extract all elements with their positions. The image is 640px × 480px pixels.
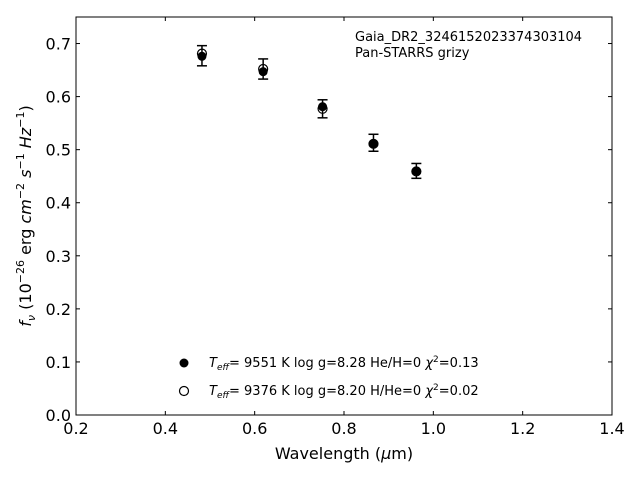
plot-area <box>75 16 613 416</box>
data-markers <box>196 44 422 180</box>
y-tick-label: 0.0 <box>46 406 71 425</box>
x-tick-label: 0.8 <box>331 419 356 438</box>
legend-marker-open <box>178 385 190 397</box>
model-point-filled <box>197 51 207 61</box>
model-point-open <box>368 138 379 149</box>
model-point-open <box>317 103 328 114</box>
x-tick-label: 0.2 <box>63 419 88 438</box>
y-tick-label: 0.5 <box>46 141 71 160</box>
y-axis-label: fν (10−26 erg cm−2 s−1 Hz−1) <box>14 105 38 326</box>
legend-marker-filled <box>179 358 189 368</box>
model-point-open <box>411 166 422 177</box>
model-point-filled <box>258 67 268 77</box>
legend-entry-1: Teff= 9551 K log g=8.28 He/H=0 χ2=0.13 <box>209 355 479 373</box>
model-point-open <box>196 48 208 59</box>
model-point-open <box>258 63 269 75</box>
y-tick-label: 0.7 <box>46 35 71 54</box>
legend-entry-2: Teff= 9376 K log g=8.20 H/He=0 χ2=0.02 <box>209 383 479 401</box>
x-axis-label: Wavelength (μm) <box>275 444 413 463</box>
model-point-filled <box>411 166 421 176</box>
axis-ticks: 0.2 0.4 0.6 0.8 1.0 1.2 1.4 0.0 0.1 0.2 0.3 0.4 0.5 0… <box>46 17 625 438</box>
x-tick-label: 1.4 <box>599 419 624 438</box>
model-point-filled <box>318 102 328 112</box>
object-annotation: Gaia_DR2_3246152023374303104 <box>355 30 582 45</box>
x-tick-label: 0.6 <box>242 419 267 438</box>
y-tick-label: 0.2 <box>46 300 71 319</box>
x-tick-label: 0.4 <box>153 419 178 438</box>
x-tick-label: 1.0 <box>421 419 446 438</box>
y-tick-label: 0.6 <box>46 88 71 107</box>
legend: Teff= 9551 K log g=8.28 He/H=0 χ2=0.13 T… <box>178 355 479 401</box>
model-point-filled <box>368 139 378 149</box>
y-tick-label: 0.4 <box>46 194 71 213</box>
y-tick-label: 0.1 <box>46 353 71 372</box>
y-tick-label: 0.3 <box>46 247 71 266</box>
x-tick-label: 1.2 <box>510 419 535 438</box>
survey-annotation: Pan-STARRS grizy <box>355 46 470 61</box>
